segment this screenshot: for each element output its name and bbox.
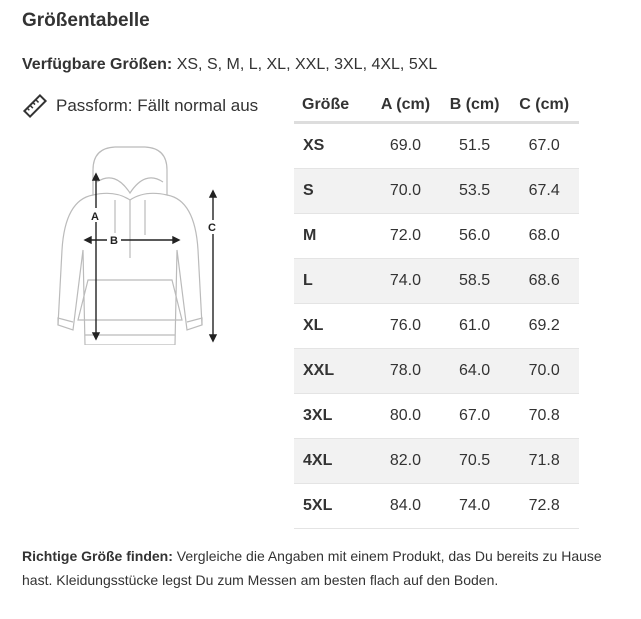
measure-cell: 76.0 [371,303,440,349]
measure-cell: 53.5 [439,168,510,214]
size-cell: XL [294,303,372,349]
measure-cell: 78.0 [371,348,440,394]
table-row: M 72.0 56.0 68.0 [294,213,579,259]
measure-cell: 72.8 [509,483,579,529]
measure-cell: 70.0 [509,348,579,394]
measure-cell: 80.0 [371,393,440,439]
fit-text: Passform: Fällt normal aus [56,96,259,115]
available-sizes-value: XS, S, M, L, XL, XXL, 3XL, 4XL, 5XL [176,56,438,73]
table-row: 3XL 80.0 67.0 70.8 [294,393,579,439]
table-row: XXL 78.0 64.0 70.0 [294,348,579,394]
measure-cell: 58.5 [439,258,510,304]
table-row: XL 76.0 61.0 69.2 [294,303,579,349]
measure-cell: 67.0 [439,393,510,439]
note-text: Vergleiche die Angaben mit einem Produkt… [22,548,602,588]
measure-cell: 69.2 [509,303,579,349]
page-title: Größentabelle [22,10,150,31]
measure-cell: 64.0 [439,348,510,394]
table-row: L 74.0 58.5 68.6 [294,258,579,304]
measure-cell: 67.0 [509,122,579,169]
column-header: A (cm) [371,88,440,124]
size-cell: XXL [294,348,372,394]
size-cell: 3XL [294,393,372,439]
measure-cell: 69.0 [371,122,440,169]
ruler-icon [22,93,48,119]
label-b: B [110,235,118,247]
measure-cell: 70.0 [371,168,440,214]
size-cell: XS [294,122,372,169]
measure-cell: 82.0 [371,438,440,484]
hoodie-diagram: A B C [57,146,220,345]
size-cell: L [294,258,372,304]
measure-cell: 61.0 [439,303,510,349]
fit-info: Passform: Fällt normal aus [22,93,258,119]
note-label: Richtige Größe finden: [22,548,173,564]
size-cell: 4XL [294,438,372,484]
measure-cell: 70.8 [509,393,579,439]
table-row: XS 69.0 51.5 67.0 [294,122,579,169]
measure-cell: 70.5 [439,438,510,484]
measure-cell: 68.0 [509,213,579,259]
measure-cell: 72.0 [371,213,440,259]
column-header: C (cm) [509,88,579,124]
available-sizes-label: Verfügbare Größen: [22,56,173,73]
label-a: A [91,211,99,223]
measure-cell: 56.0 [439,213,510,259]
column-header: Größe [294,88,372,124]
measure-cell: 68.6 [509,258,579,304]
measure-cell: 51.5 [439,122,510,169]
size-note: Richtige Größe finden: Vergleiche die An… [22,544,632,592]
measure-cell: 74.0 [439,483,510,529]
measure-cell: 71.8 [509,438,579,484]
measure-cell: 74.0 [371,258,440,304]
label-c: C [208,222,216,234]
size-cell: S [294,168,372,214]
column-header: B (cm) [439,88,510,124]
table-row: 4XL 82.0 70.5 71.8 [294,438,579,484]
size-cell: 5XL [294,483,372,529]
size-table: Größe A (cm) B (cm) C (cm) XS 69.0 51.5 67.0 S 7… [294,88,579,529]
available-sizes: Verfügbare Größen: XS, S, M, L, XL, XXL,… [22,56,437,74]
size-cell: M [294,213,372,259]
table-row: S 70.0 53.5 67.4 [294,168,579,214]
table-row: 5XL 84.0 74.0 72.8 [294,483,579,529]
measure-cell: 84.0 [371,483,440,529]
measure-cell: 67.4 [509,168,579,214]
